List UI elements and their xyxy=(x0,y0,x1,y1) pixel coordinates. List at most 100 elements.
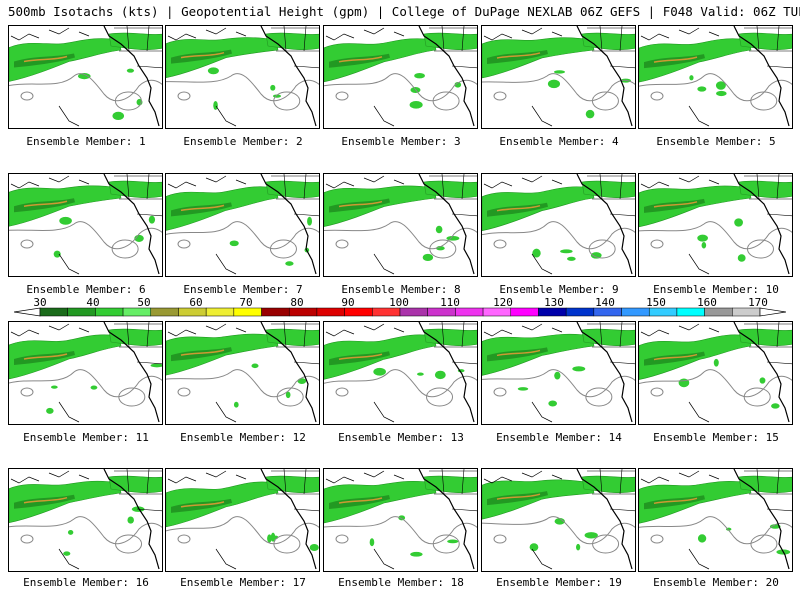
ensemble-panel-8 xyxy=(323,173,478,277)
ensemble-panel-2 xyxy=(165,25,320,129)
figure-title: 500mb Isotachs (kts) | Geopotential Heig… xyxy=(8,4,800,19)
member-label-3: Ensemble Member: 3 xyxy=(341,135,461,148)
colorbar-swatch-25 xyxy=(732,307,761,317)
ensemble-panel-15 xyxy=(638,321,793,425)
panel-map-9 xyxy=(482,174,635,275)
ensemble-panel-14 xyxy=(481,321,636,425)
member-label-18: Ensemble Member: 18 xyxy=(338,576,464,589)
colorbar-right-arrow xyxy=(759,307,786,317)
colorbar-label-100: 100 xyxy=(389,296,409,309)
panel-map-16 xyxy=(9,469,162,570)
colorbar-label-30: 30 xyxy=(33,296,47,309)
member-label-4: Ensemble Member: 4 xyxy=(499,135,619,148)
colorbar-label-140: 140 xyxy=(595,296,615,309)
colorbar-left-arrow xyxy=(14,307,41,317)
member-label-9: Ensemble Member: 9 xyxy=(499,283,619,296)
panel-map-3 xyxy=(324,26,477,127)
panel-map-10 xyxy=(639,174,792,275)
ensemble-panel-20 xyxy=(638,468,793,572)
member-label-11: Ensemble Member: 11 xyxy=(23,431,149,444)
panel-map-6 xyxy=(9,174,162,275)
colorbar-swatch-24 xyxy=(704,307,733,317)
ensemble-panel-12 xyxy=(165,321,320,425)
colorbar-swatch-5 xyxy=(178,307,207,317)
member-label-13: Ensemble Member: 13 xyxy=(338,431,464,444)
ensemble-panel-18 xyxy=(323,468,478,572)
panel-map-13 xyxy=(324,322,477,423)
ensemble-panel-9 xyxy=(481,173,636,277)
colorbar-label-90: 90 xyxy=(341,296,355,309)
member-label-6: Ensemble Member: 6 xyxy=(26,283,146,296)
panel-map-8 xyxy=(324,174,477,275)
panel-map-2 xyxy=(166,26,319,127)
ensemble-panel-7 xyxy=(165,173,320,277)
member-label-7: Ensemble Member: 7 xyxy=(183,283,303,296)
colorbar-swatch-11 xyxy=(344,307,373,317)
member-label-12: Ensemble Member: 12 xyxy=(180,431,306,444)
colorbar-label-60: 60 xyxy=(189,296,203,309)
colorbar-label-150: 150 xyxy=(646,296,666,309)
ensemble-panel-17 xyxy=(165,468,320,572)
panel-map-19 xyxy=(482,469,635,570)
colorbar-swatch-7 xyxy=(233,307,262,317)
colorbar-swatch-13 xyxy=(399,307,428,317)
panel-map-12 xyxy=(166,322,319,423)
panel-map-4 xyxy=(482,26,635,127)
member-label-1: Ensemble Member: 1 xyxy=(26,135,146,148)
ensemble-panel-10 xyxy=(638,173,793,277)
colorbar-swatch-8 xyxy=(261,307,290,317)
panel-map-17 xyxy=(166,469,319,570)
colorbar-swatch-0 xyxy=(39,307,68,317)
colorbar-swatch-9 xyxy=(288,307,318,317)
member-label-8: Ensemble Member: 8 xyxy=(341,283,461,296)
member-label-17: Ensemble Member: 17 xyxy=(180,576,306,589)
colorbar-swatch-23 xyxy=(676,307,705,317)
panel-map-7 xyxy=(166,174,319,275)
ensemble-panel-16 xyxy=(8,468,163,572)
ensemble-panel-4 xyxy=(481,25,636,129)
colorbar-label-70: 70 xyxy=(239,296,253,309)
ensemble-panel-19 xyxy=(481,468,636,572)
panel-map-15 xyxy=(639,322,792,423)
colorbar-swatch-22 xyxy=(648,307,678,317)
colorbar-swatch-15 xyxy=(455,307,484,317)
ensemble-panel-3 xyxy=(323,25,478,129)
colorbar xyxy=(14,307,786,317)
panel-map-20 xyxy=(639,469,792,570)
panel-map-11 xyxy=(9,322,162,423)
colorbar-swatch-17 xyxy=(510,307,539,317)
colorbar-swatch-21 xyxy=(621,307,650,317)
colorbar-label-160: 160 xyxy=(697,296,717,309)
colorbar-swatch-18 xyxy=(538,307,567,317)
member-label-10: Ensemble Member: 10 xyxy=(653,283,779,296)
ensemble-panel-6 xyxy=(8,173,163,277)
panel-map-5 xyxy=(639,26,792,127)
member-label-19: Ensemble Member: 19 xyxy=(496,576,622,589)
member-label-16: Ensemble Member: 16 xyxy=(23,576,149,589)
colorbar-swatch-19 xyxy=(565,307,595,317)
colorbar-swatch-4 xyxy=(150,307,179,317)
ensemble-panel-5 xyxy=(638,25,793,129)
colorbar-label-110: 110 xyxy=(440,296,460,309)
member-label-15: Ensemble Member: 15 xyxy=(653,431,779,444)
colorbar-swatch-2 xyxy=(95,307,124,317)
ensemble-panel-13 xyxy=(323,321,478,425)
colorbar-swatch-3 xyxy=(122,307,152,317)
colorbar-label-80: 80 xyxy=(290,296,304,309)
colorbar-swatch-16 xyxy=(482,307,512,317)
panel-map-14 xyxy=(482,322,635,423)
member-label-2: Ensemble Member: 2 xyxy=(183,135,303,148)
colorbar-swatch-6 xyxy=(205,307,235,317)
member-label-20: Ensemble Member: 20 xyxy=(653,576,779,589)
ensemble-panel-1 xyxy=(8,25,163,129)
colorbar-swatch-20 xyxy=(593,307,622,317)
colorbar-swatch-1 xyxy=(67,307,96,317)
panel-map-18 xyxy=(324,469,477,570)
colorbar-swatch-14 xyxy=(427,307,456,317)
colorbar-label-170: 170 xyxy=(748,296,768,309)
member-label-14: Ensemble Member: 14 xyxy=(496,431,622,444)
ensemble-panel-11 xyxy=(8,321,163,425)
colorbar-swatch-12 xyxy=(372,307,401,317)
colorbar-label-50: 50 xyxy=(137,296,151,309)
